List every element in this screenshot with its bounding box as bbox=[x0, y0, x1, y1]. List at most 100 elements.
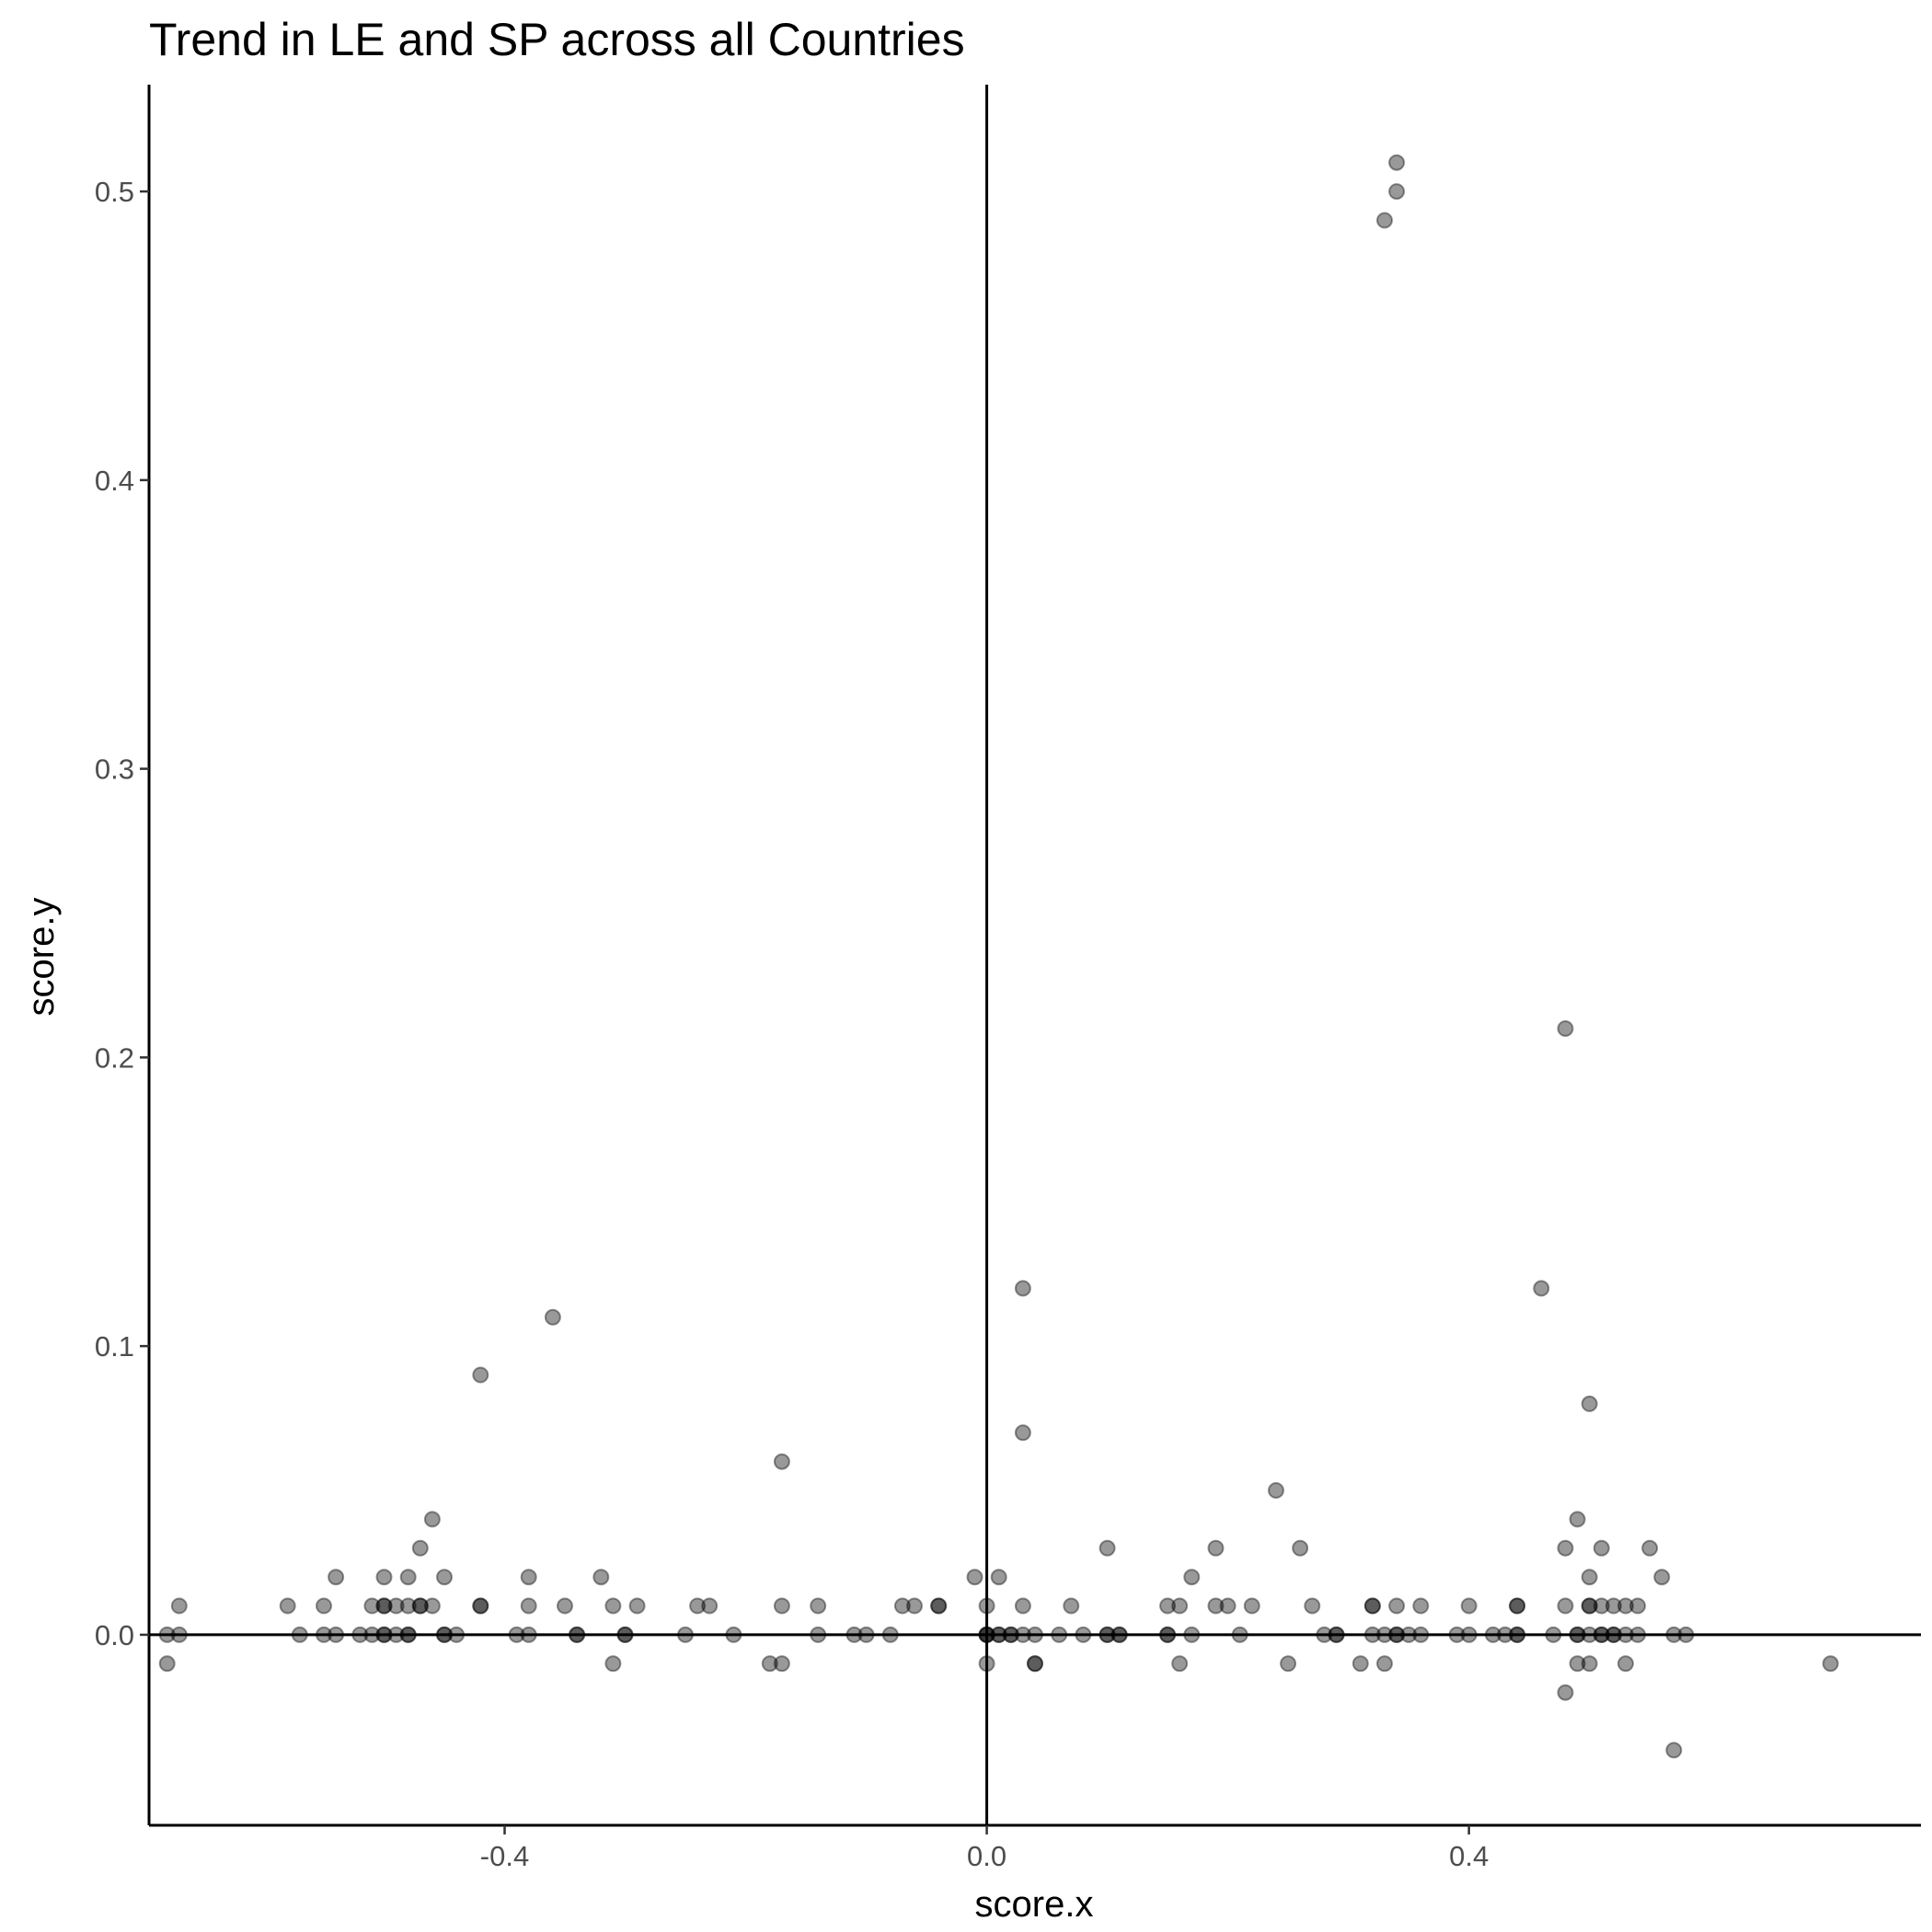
data-point-107 bbox=[1292, 1539, 1309, 1557]
data-point-125 bbox=[1412, 1597, 1430, 1615]
data-point-162 bbox=[1629, 1597, 1647, 1615]
data-point-35 bbox=[472, 1597, 489, 1615]
data-point-34 bbox=[472, 1597, 489, 1615]
data-point-15 bbox=[375, 1597, 393, 1615]
reference-lines bbox=[149, 85, 1921, 1825]
data-point-118 bbox=[1376, 1655, 1393, 1673]
x-tick-label-2: 0.4 bbox=[1449, 1840, 1489, 1872]
data-point-37 bbox=[520, 1569, 537, 1586]
data-point-138 bbox=[1557, 1020, 1574, 1037]
x-tick-label-0: -0.4 bbox=[480, 1840, 529, 1872]
data-point-140 bbox=[1557, 1597, 1574, 1615]
data-point-105 bbox=[1268, 1482, 1284, 1499]
data-point-3 bbox=[158, 1655, 176, 1673]
data-point-8 bbox=[328, 1569, 345, 1586]
y-tick-label-2: 0.2 bbox=[95, 1041, 134, 1074]
data-point-113 bbox=[1363, 1597, 1381, 1615]
data-point-100 bbox=[1207, 1539, 1225, 1557]
data-point-96 bbox=[1171, 1597, 1189, 1615]
data-point-28 bbox=[423, 1597, 441, 1615]
data-point-101 bbox=[1207, 1597, 1225, 1615]
data-point-25 bbox=[411, 1597, 429, 1615]
data-point-128 bbox=[1460, 1597, 1478, 1615]
chart-title: Trend in LE and SP across all Countries bbox=[149, 14, 965, 65]
data-point-133 bbox=[1509, 1597, 1526, 1615]
data-point-116 bbox=[1376, 212, 1393, 229]
data-point-119 bbox=[1388, 154, 1406, 171]
data-point-13 bbox=[375, 1569, 393, 1586]
data-point-40 bbox=[544, 1308, 561, 1326]
data-point-152 bbox=[1593, 1539, 1610, 1557]
data-point-46 bbox=[604, 1655, 622, 1673]
data-point-84 bbox=[1027, 1655, 1043, 1673]
data-points bbox=[158, 154, 1839, 1759]
data-point-159 bbox=[1617, 1597, 1634, 1615]
data-point-151 bbox=[1581, 1655, 1598, 1673]
data-point-55 bbox=[773, 1453, 790, 1470]
data-point-21 bbox=[399, 1597, 417, 1615]
data-point-27 bbox=[423, 1511, 441, 1528]
data-point-156 bbox=[1604, 1597, 1622, 1615]
data-point-29 bbox=[436, 1569, 453, 1586]
data-point-148 bbox=[1581, 1597, 1598, 1615]
data-point-120 bbox=[1388, 183, 1406, 201]
data-point-132 bbox=[1509, 1597, 1526, 1615]
data-point-146 bbox=[1581, 1395, 1598, 1412]
data-point-147 bbox=[1581, 1569, 1598, 1586]
data-point-26 bbox=[411, 1597, 429, 1615]
data-point-121 bbox=[1388, 1597, 1406, 1615]
data-point-18 bbox=[387, 1597, 405, 1615]
data-point-65 bbox=[930, 1597, 948, 1615]
data-point-141 bbox=[1557, 1684, 1574, 1701]
data-point-44 bbox=[592, 1569, 610, 1586]
data-point-51 bbox=[689, 1597, 707, 1615]
data-point-64 bbox=[906, 1597, 923, 1615]
data-point-54 bbox=[761, 1655, 778, 1673]
y-tick-label-0: 0.0 bbox=[95, 1619, 134, 1651]
data-point-136 bbox=[1533, 1280, 1550, 1297]
data-point-139 bbox=[1557, 1539, 1574, 1557]
data-point-14 bbox=[375, 1597, 393, 1615]
data-point-93 bbox=[1159, 1597, 1177, 1615]
data-point-165 bbox=[1653, 1569, 1671, 1586]
data-point-97 bbox=[1171, 1655, 1189, 1673]
data-point-52 bbox=[701, 1597, 719, 1615]
data-point-102 bbox=[1219, 1597, 1236, 1615]
data-point-145 bbox=[1569, 1655, 1586, 1673]
axes: -0.4 0.0 0.4 0.0 0.1 0.2 0.3 0.4 0.5 bbox=[95, 85, 1921, 1872]
data-point-80 bbox=[1014, 1597, 1031, 1615]
data-point-142 bbox=[1569, 1511, 1586, 1528]
y-tick-label-1: 0.1 bbox=[95, 1330, 134, 1363]
data-point-106 bbox=[1280, 1655, 1297, 1673]
data-point-83 bbox=[1027, 1655, 1043, 1673]
data-point-149 bbox=[1581, 1597, 1598, 1615]
data-point-33 bbox=[472, 1366, 489, 1384]
data-point-20 bbox=[399, 1569, 417, 1586]
y-tick-label-5: 0.5 bbox=[95, 176, 134, 208]
data-point-78 bbox=[1014, 1280, 1031, 1297]
data-point-73 bbox=[990, 1569, 1007, 1586]
y-axis-title: score.y bbox=[21, 898, 62, 1017]
data-point-167 bbox=[1665, 1742, 1683, 1759]
y-tick-label-3: 0.3 bbox=[95, 753, 134, 786]
data-point-56 bbox=[773, 1597, 790, 1615]
data-point-6 bbox=[316, 1597, 332, 1615]
data-point-79 bbox=[1014, 1424, 1031, 1442]
data-point-38 bbox=[520, 1597, 537, 1615]
data-point-98 bbox=[1183, 1569, 1201, 1586]
data-point-49 bbox=[628, 1597, 646, 1615]
data-point-41 bbox=[557, 1597, 573, 1615]
data-point-88 bbox=[1098, 1539, 1116, 1557]
data-point-45 bbox=[604, 1597, 622, 1615]
data-point-24 bbox=[411, 1539, 429, 1557]
data-point-2 bbox=[170, 1597, 188, 1615]
x-axis-title: score.x bbox=[975, 1884, 1094, 1925]
data-point-108 bbox=[1304, 1597, 1321, 1615]
data-point-164 bbox=[1641, 1539, 1659, 1557]
data-point-86 bbox=[1063, 1597, 1080, 1615]
data-point-11 bbox=[363, 1597, 381, 1615]
data-point-114 bbox=[1363, 1597, 1381, 1615]
y-tick-label-4: 0.4 bbox=[95, 465, 134, 497]
data-point-57 bbox=[773, 1655, 790, 1673]
